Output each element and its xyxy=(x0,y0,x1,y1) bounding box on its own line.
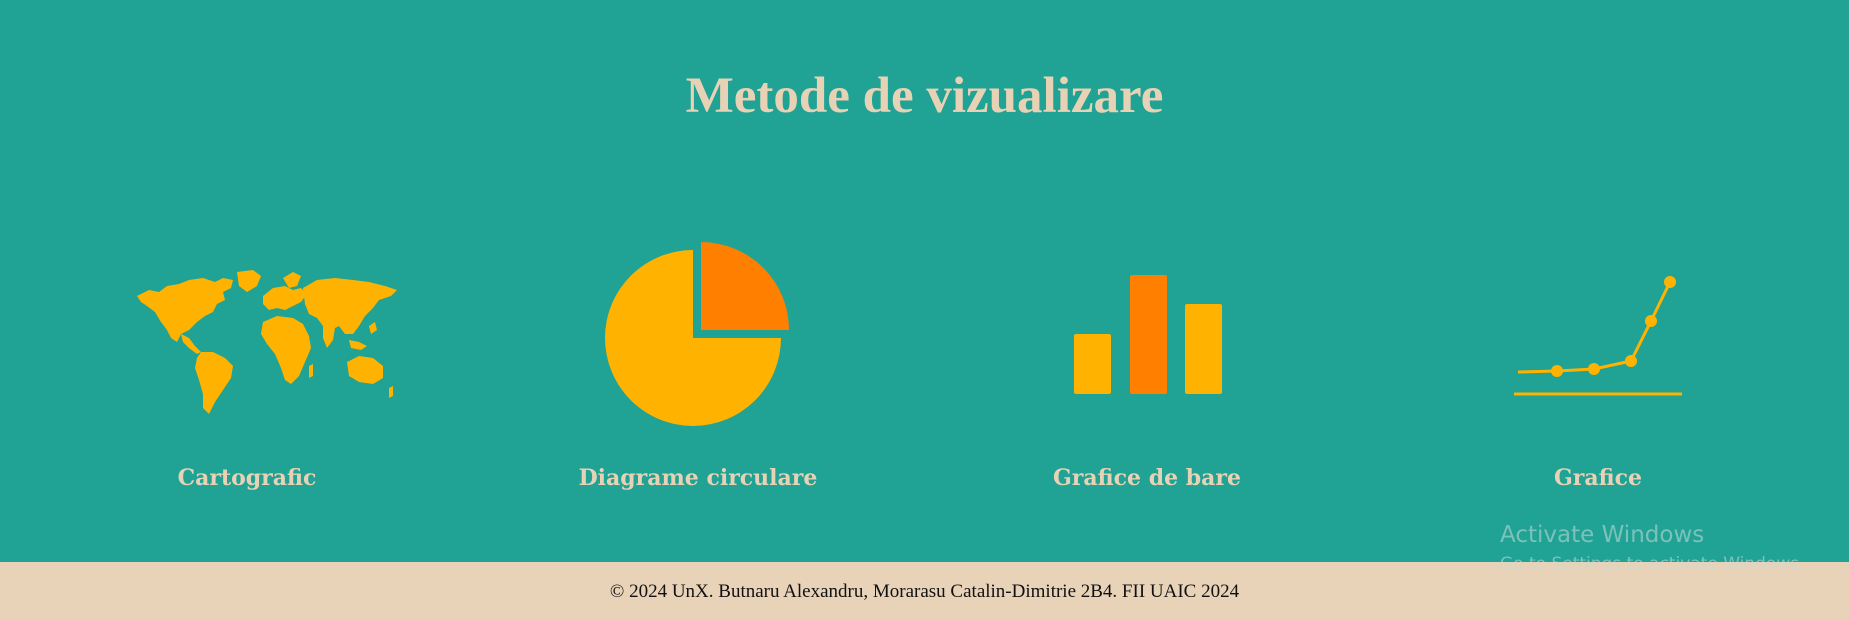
activate-windows-watermark: Activate Windows Go to Settings to activ… xyxy=(1500,520,1805,576)
line-chart-point xyxy=(1645,315,1657,327)
line-chart-point xyxy=(1664,276,1676,288)
card-label-grafice: Grafice xyxy=(1553,465,1643,491)
bar-left xyxy=(1074,334,1111,394)
card-label-cartografic: Cartografic xyxy=(177,465,317,491)
pie-slice-accent xyxy=(701,242,789,330)
page-title: Metode de vizualizare xyxy=(685,68,1164,124)
footer: © 2024 UnX. Butnaru Alexandru, Morarasu … xyxy=(0,562,1849,620)
card-diagrame-circulare[interactable]: Diagrame circulare xyxy=(548,230,848,510)
visualization-methods-section: Metode de vizualizare xyxy=(97,68,1748,510)
bar-right xyxy=(1185,304,1222,394)
line-chart-point xyxy=(1588,363,1600,375)
card-label-diagrame-circulare: Diagrame circulare xyxy=(578,465,818,491)
line-chart-series xyxy=(1517,281,1672,374)
watermark-subtitle: Go to Settings to activate Windows. xyxy=(1500,554,1805,574)
card-grafice[interactable]: Grafice xyxy=(1448,230,1748,510)
card-grafice-de-bare[interactable]: Grafice de bare xyxy=(997,230,1297,510)
footer-copyright: © 2024 UnX. Butnaru Alexandru, Morarasu … xyxy=(609,581,1240,602)
world-map-icon xyxy=(137,270,397,414)
card-cartografic[interactable]: Cartografic xyxy=(97,230,397,510)
line-chart-point xyxy=(1551,365,1563,377)
card-label-grafice-de-bare: Grafice de bare xyxy=(1053,465,1241,491)
line-chart-icon xyxy=(1514,276,1682,396)
pie-chart-icon xyxy=(605,242,789,426)
bar-middle xyxy=(1130,275,1167,394)
line-chart-point xyxy=(1625,355,1637,367)
bar-chart-icon xyxy=(1074,275,1222,394)
watermark-title: Activate Windows xyxy=(1500,522,1705,548)
pie-slice-main xyxy=(605,250,781,426)
